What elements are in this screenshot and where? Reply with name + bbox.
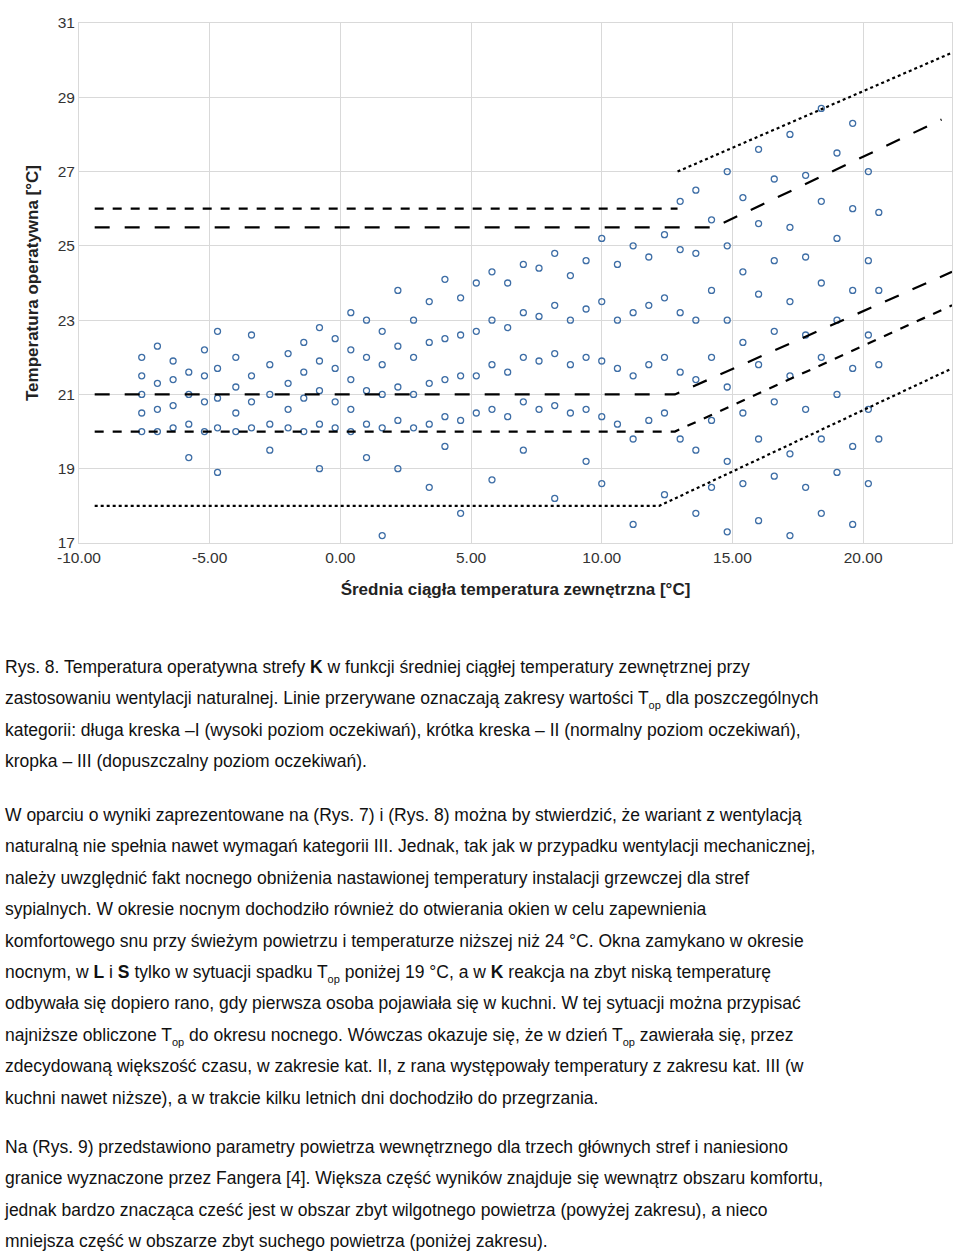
html-text:W oparciu o wyniki zaprezentow: W oparciu o wyniki zaprezentowane na (Ry… — [5, 805, 802, 825]
html-text:najniższe obliczone Topdo okre: najniższe obliczone Topdo okresu nocnego… — [5, 1024, 794, 1048]
svg-text:Średnia ciągła temperatura zew: Średnia ciągła temperatura zewnętrzna [°… — [341, 580, 691, 599]
svg-text:-5.00: -5.00 — [192, 549, 228, 566]
svg-text:23: 23 — [58, 312, 75, 329]
svg-text:15.00: 15.00 — [713, 549, 752, 566]
html-text:kategorii: długa kreska –I (wy: kategorii: długa kreska –I (wysoki pozio… — [5, 719, 801, 740]
svg-text:Temperatura operatywna [°C]: Temperatura operatywna [°C] — [23, 165, 42, 401]
svg-text:25: 25 — [58, 237, 75, 254]
svg-text:-10.00: -10.00 — [57, 549, 101, 566]
html-text:Na (Rys. 9) przedstawiono para: Na (Rys. 9) przedstawiono parametry powi… — [5, 1137, 788, 1157]
html-text:jednak bardzo znacząca cześć j: jednak bardzo znacząca cześć jest w obsz… — [5, 1199, 768, 1220]
html-text:granice wyznaczone przez Fange: granice wyznaczone przez Fangera [4]. Wi… — [5, 1168, 823, 1189]
html-text:komfortowego snu przy świeżym: komfortowego snu przy świeżym powietrzu … — [5, 930, 804, 951]
svg-text:5.00: 5.00 — [456, 549, 487, 566]
html-text:odbywała się dopiero rano, gdy: odbywała się dopiero rano, gdy pierwsza … — [5, 993, 801, 1014]
html-text:należy uwzględnić fakt nocnego: należy uwzględnić fakt nocnego obniżenia… — [5, 867, 750, 888]
html-text:kropka – III (dopuszczalny poz: kropka – III (dopuszczalny poziom oczeki… — [5, 751, 367, 772]
html-text:nocnym, w L i S tylko w sytuac: nocnym, w L i S tylko w sytuacji spadku … — [5, 962, 771, 985]
html-text:kuchni nawet niższe), a w trak: kuchni nawet niższe), a w trakcie kilku … — [5, 1087, 599, 1108]
html-text:sypialnych. W okresie nocnym d: sypialnych. W okresie nocnym dochodziło … — [5, 899, 707, 920]
html-text:Rys. 8. Temperatura operatywna: Rys. 8. Temperatura operatywna strefy K … — [5, 657, 750, 677]
svg-text:27: 27 — [58, 163, 75, 180]
svg-text:10.00: 10.00 — [582, 549, 621, 566]
html-text:mniejsza część w obszarze zbyt: mniejsza część w obszarze zbyt suchego p… — [5, 1231, 548, 1252]
svg-text:29: 29 — [58, 89, 75, 106]
svg-text:17: 17 — [58, 534, 75, 551]
svg-text:20.00: 20.00 — [844, 549, 883, 566]
svg-text:0.00: 0.00 — [325, 549, 356, 566]
html-text:zastosowaniu wentylacji natura: zastosowaniu wentylacji naturalnej. Lini… — [5, 688, 819, 711]
html-text:zdecydowaną większość czasu, w: zdecydowaną większość czasu, w zakresie … — [5, 1056, 804, 1077]
html-text:naturalną nie spełnia nawet wy: naturalną nie spełnia nawet wymagań kate… — [5, 836, 816, 857]
svg-text:31: 31 — [58, 14, 75, 31]
svg-text:19: 19 — [58, 460, 75, 477]
svg-text:21: 21 — [58, 386, 75, 403]
